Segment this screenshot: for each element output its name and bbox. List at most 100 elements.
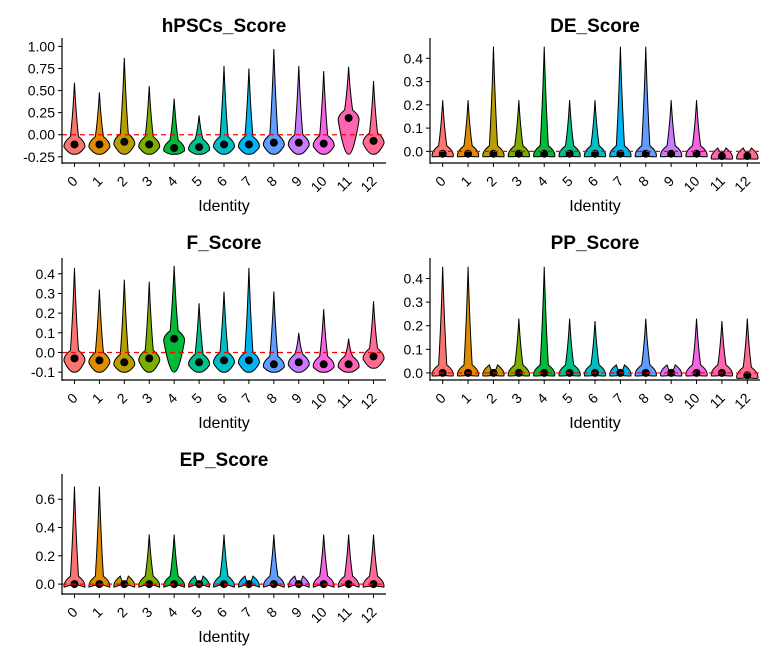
violin-6 (583, 320, 607, 377)
violin-6 (213, 534, 235, 588)
y-tick-label: 0.2 (404, 97, 424, 113)
violin-2 (113, 279, 136, 373)
median-point-7 (244, 140, 253, 149)
violin-10 (312, 534, 335, 588)
x-tick-label: 10 (680, 390, 702, 412)
y-tick-label: 0.2 (36, 548, 56, 564)
x-tick-label: 8 (635, 390, 652, 407)
x-axis-label: Identity (569, 198, 621, 215)
x-tick-label: 0 (64, 390, 81, 407)
x-tick-label: 8 (263, 604, 280, 621)
y-tick-label: 0.4 (404, 271, 424, 287)
x-tick-label: 1 (457, 390, 474, 407)
median-point-11 (717, 152, 726, 161)
x-tick-label: 4 (534, 390, 551, 407)
violin-5 (188, 303, 211, 373)
violin-0 (63, 267, 86, 373)
violin-7 (237, 267, 260, 373)
x-tick-label: 0 (64, 604, 81, 621)
x-axis-label: Identity (198, 415, 250, 432)
y-tick-label: 0.2 (36, 305, 56, 321)
x-tick-label: 4 (534, 173, 551, 190)
median-point-12 (369, 136, 378, 145)
violin-2 (113, 57, 136, 155)
panel-title: hPSCs_Score (162, 16, 287, 37)
violin-3 (138, 534, 161, 588)
x-tick-label: 6 (213, 604, 230, 621)
x-tick-label: 12 (731, 390, 753, 412)
violin-9 (287, 65, 310, 155)
median-point-7 (244, 580, 253, 589)
violin-10 (685, 318, 708, 377)
violin-3 (507, 100, 531, 158)
x-tick-label: 5 (188, 173, 205, 190)
median-point-3 (514, 368, 523, 377)
y-tick-label: 0.1 (36, 325, 56, 341)
violin-1 (456, 266, 480, 377)
violin-2 (482, 46, 505, 158)
panel-title: DE_Score (550, 16, 640, 37)
violin-4 (163, 534, 186, 588)
x-tick-label: 5 (188, 604, 205, 621)
violin-11 (337, 66, 360, 155)
violin-10 (312, 71, 335, 155)
x-tick-label: 8 (635, 173, 652, 190)
violin-10 (685, 100, 708, 158)
violin-8 (634, 318, 657, 377)
x-tick-label: 1 (89, 604, 106, 621)
x-tick-label: 3 (508, 390, 525, 407)
x-tick-label: 6 (584, 390, 601, 407)
violin-4 (163, 265, 186, 373)
median-point-12 (743, 152, 752, 161)
y-tick-label: 0.3 (404, 74, 424, 90)
violin-3 (507, 318, 531, 377)
x-tick-label: 4 (163, 173, 180, 190)
median-point-7 (244, 356, 253, 365)
median-point-4 (540, 368, 549, 377)
x-tick-label: 2 (483, 390, 500, 407)
y-tick-label: 0.2 (404, 318, 424, 334)
y-tick-label: 0.4 (36, 520, 56, 536)
violin-5 (558, 318, 581, 377)
median-point-9 (294, 138, 303, 147)
median-point-11 (344, 113, 353, 122)
violin-8 (262, 291, 285, 373)
x-tick-label: 10 (307, 390, 329, 412)
x-tick-label: 11 (333, 390, 355, 412)
median-point-2 (120, 137, 129, 146)
violin-0 (431, 266, 454, 377)
median-point-12 (369, 352, 378, 361)
y-tick-label: 0.0 (36, 344, 56, 360)
violin-8 (262, 49, 285, 155)
x-tick-label: 11 (333, 173, 355, 195)
median-point-10 (692, 368, 701, 377)
violin-3 (138, 281, 161, 373)
violin-9 (659, 100, 683, 158)
violin-11 (337, 338, 360, 373)
median-point-3 (145, 354, 154, 363)
panel-title: F_Score (187, 233, 262, 254)
violin-10 (312, 309, 335, 373)
x-tick-label: 6 (213, 390, 230, 407)
x-tick-label: 2 (114, 604, 131, 621)
x-tick-label: 2 (114, 173, 131, 190)
violin-12 (362, 80, 385, 155)
x-tick-label: 12 (357, 604, 379, 626)
x-tick-label: 5 (188, 390, 205, 407)
x-tick-label: 11 (706, 173, 728, 195)
violin-12 (736, 318, 759, 379)
y-tick-label: 0.1 (404, 341, 424, 357)
y-tick-label: 0.0 (404, 143, 424, 159)
x-tick-label: 1 (457, 173, 474, 190)
median-point-4 (170, 334, 179, 343)
x-tick-label: 0 (432, 173, 449, 190)
x-tick-label: 10 (307, 173, 329, 195)
violin-5 (558, 100, 581, 158)
x-tick-label: 3 (508, 173, 525, 190)
x-tick-label: 6 (584, 173, 601, 190)
violin-3 (138, 86, 161, 155)
